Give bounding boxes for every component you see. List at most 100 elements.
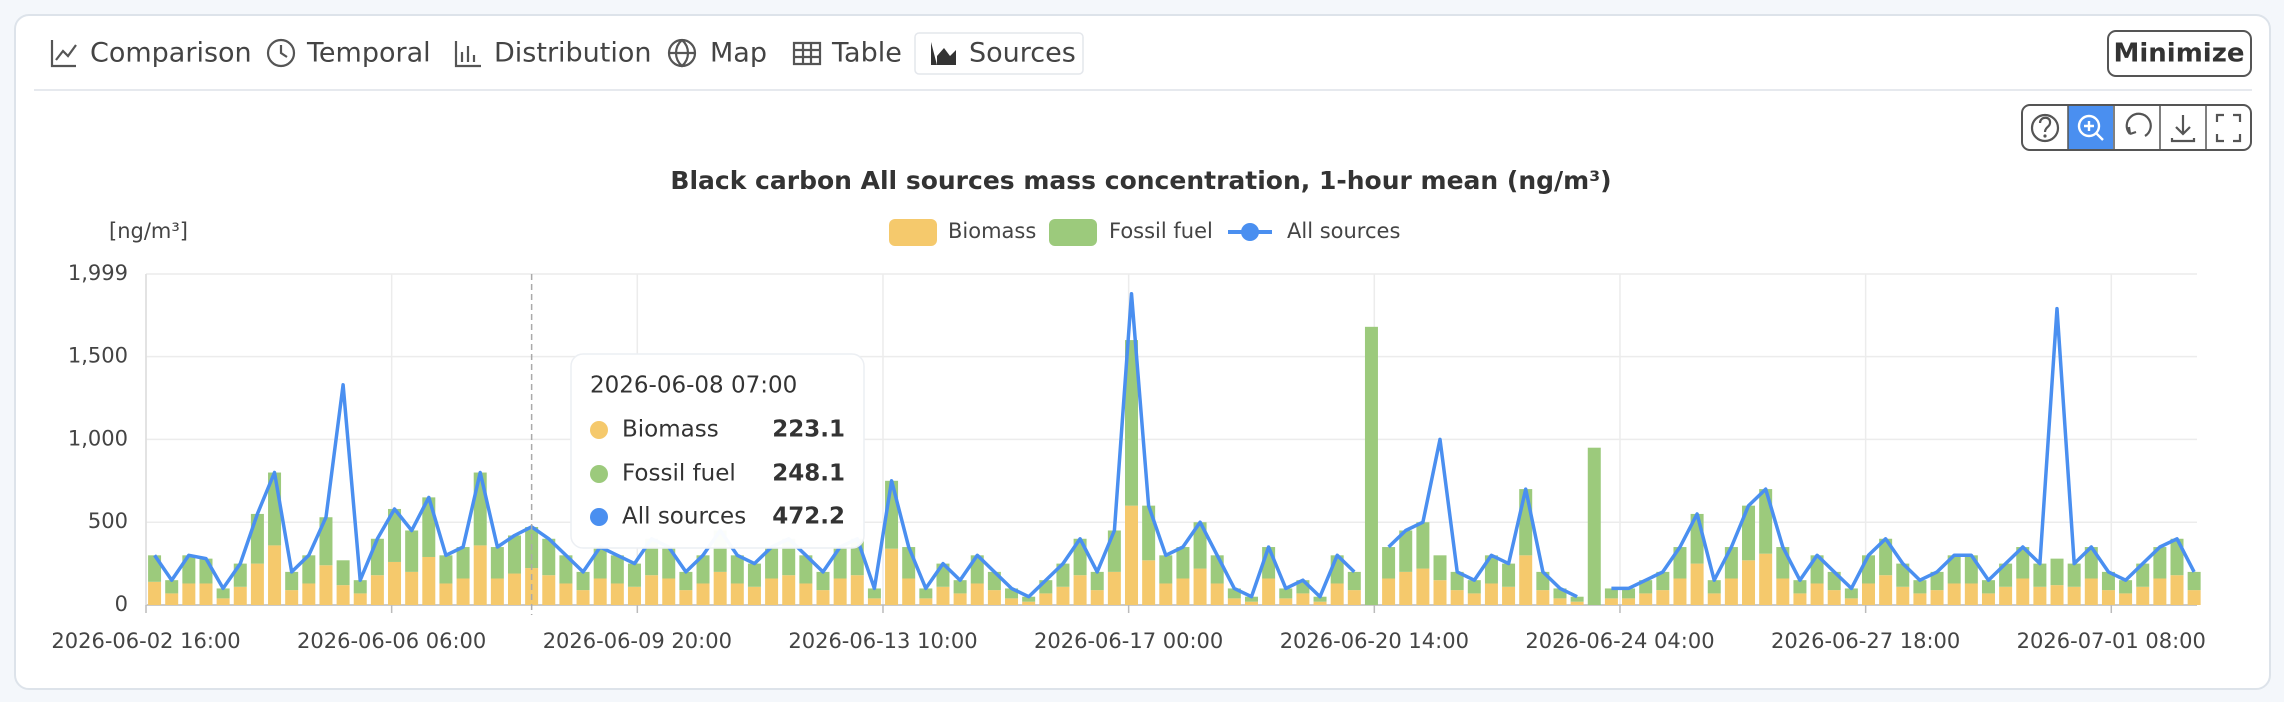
bar xyxy=(747,563,761,587)
bar xyxy=(902,578,916,605)
bar xyxy=(2119,580,2133,594)
bar xyxy=(1244,596,1258,602)
tab-active[interactable]: Sources xyxy=(914,32,1084,75)
bar xyxy=(2033,563,2047,587)
zoom-button-active[interactable] xyxy=(2068,106,2113,149)
bar xyxy=(1759,553,1773,605)
bar xyxy=(1364,326,1378,605)
tab-label[interactable]: Comparison xyxy=(90,38,252,69)
bar xyxy=(1073,575,1087,605)
bar xyxy=(2067,586,2081,605)
tab[interactable]: Table xyxy=(792,38,902,69)
minimize-button[interactable] xyxy=(2107,30,2252,77)
tab[interactable]: Comparison xyxy=(50,38,252,69)
tooltip-label: Biomass xyxy=(622,417,719,443)
bar xyxy=(182,583,196,605)
bar xyxy=(439,583,453,605)
bar xyxy=(1347,590,1361,605)
bar xyxy=(1433,580,1447,605)
bar xyxy=(833,547,847,579)
bar xyxy=(1981,593,1995,605)
bar xyxy=(1176,578,1190,605)
bar xyxy=(1142,560,1156,605)
help-button[interactable] xyxy=(2030,113,2060,143)
toolbar-frame xyxy=(2021,104,2252,151)
x-tick-label: 2026-06-27 18:00 xyxy=(1771,629,1960,653)
bar xyxy=(456,547,470,579)
toolbar xyxy=(2021,104,2252,151)
bar xyxy=(679,571,693,591)
bar xyxy=(627,563,641,587)
bar xyxy=(1827,590,1841,605)
bar xyxy=(353,593,367,605)
bar xyxy=(216,598,230,605)
tab-label[interactable]: Table xyxy=(831,38,902,69)
bar xyxy=(1879,538,1893,576)
bar xyxy=(1776,547,1790,579)
tab-label[interactable]: Temporal xyxy=(306,38,431,69)
tab[interactable]: Map xyxy=(667,38,767,69)
bar xyxy=(833,578,847,605)
bar xyxy=(1210,583,1224,605)
bar xyxy=(1861,555,1875,584)
bar xyxy=(1981,580,1995,594)
bar xyxy=(473,472,487,546)
bar xyxy=(1570,596,1584,602)
bar xyxy=(302,583,316,605)
minimize-label[interactable]: Minimize xyxy=(2114,39,2245,69)
bar xyxy=(1724,578,1738,605)
bar xyxy=(507,573,521,605)
bar xyxy=(1450,590,1464,605)
bar xyxy=(336,560,350,586)
bar xyxy=(199,558,213,584)
bar xyxy=(1622,598,1636,605)
bar xyxy=(1673,547,1687,579)
download-button[interactable] xyxy=(2170,115,2196,143)
reset-button[interactable] xyxy=(2125,112,2152,137)
plot: 0 500 1,000 1,500 1,999 2026-06-02 16:00 2026-… xyxy=(51,219,2206,653)
bar xyxy=(302,555,316,584)
bar xyxy=(1090,590,1104,605)
bar xyxy=(1227,598,1241,605)
bar xyxy=(1330,583,1344,605)
tab[interactable]: Distribution xyxy=(454,38,652,69)
bar xyxy=(2136,586,2150,605)
legend-swatch xyxy=(889,219,937,246)
bar xyxy=(148,581,162,605)
bar xyxy=(1313,601,1327,605)
tab-label[interactable]: Map xyxy=(710,38,767,69)
fullscreen-button[interactable] xyxy=(2215,113,2242,143)
bar xyxy=(1467,593,1481,605)
bar xyxy=(1604,598,1618,605)
bar xyxy=(1484,583,1498,605)
bar xyxy=(610,555,624,584)
tab[interactable]: Temporal xyxy=(266,38,431,69)
bar xyxy=(1673,578,1687,605)
bar xyxy=(2016,578,2030,605)
bar xyxy=(1656,571,1670,591)
tooltip-dot xyxy=(590,465,608,483)
bar xyxy=(1896,586,1910,605)
y-tick-label: 500 xyxy=(88,509,128,533)
bar xyxy=(1536,590,1550,605)
bar xyxy=(696,555,710,584)
bar xyxy=(490,547,504,579)
series-line xyxy=(153,291,2196,599)
bar xyxy=(1553,588,1567,599)
bar xyxy=(1227,588,1241,599)
bar xyxy=(936,586,950,605)
zoom-button[interactable] xyxy=(2077,114,2104,141)
tab-label[interactable]: Distribution xyxy=(494,38,652,69)
bar xyxy=(799,583,813,605)
bar xyxy=(2084,578,2098,605)
bar xyxy=(1947,555,1961,584)
bar xyxy=(1022,601,1036,605)
bar xyxy=(1570,601,1584,605)
bar xyxy=(1742,505,1756,561)
x-tick-label: 2026-06-17 00:00 xyxy=(1034,629,1223,653)
x-tick-label: 2026-06-09 20:00 xyxy=(543,629,732,653)
bar xyxy=(1861,583,1875,605)
tab-label[interactable]: Sources xyxy=(969,38,1076,69)
bar xyxy=(1125,340,1139,506)
